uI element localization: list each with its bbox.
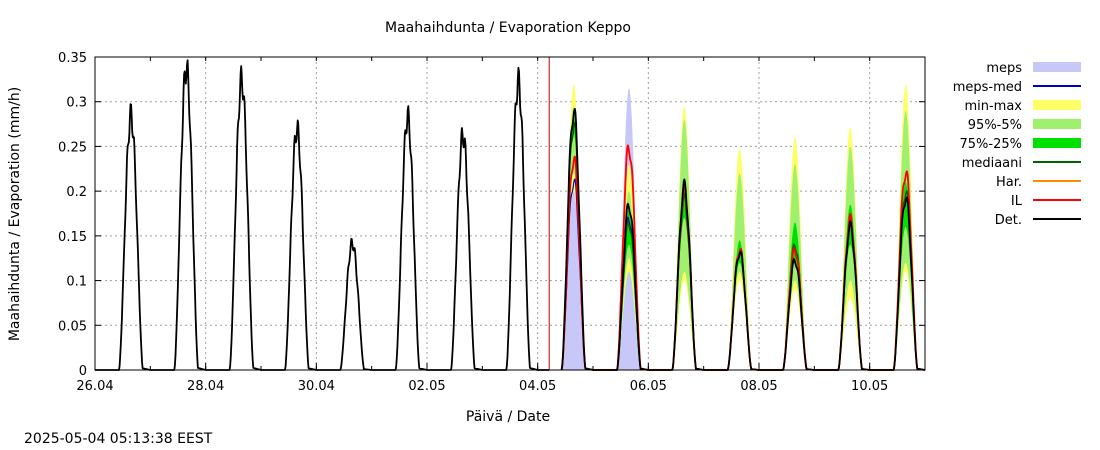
legend-swatch-p95-5 (1033, 119, 1081, 129)
x-tick-label: 26.04 (76, 379, 113, 394)
legend-swatch-minmax (1033, 100, 1081, 110)
x-tick-label: 04.05 (519, 379, 556, 394)
chart-title: Maahaihdunta / Evaporation Keppo (385, 20, 631, 36)
legend-swatch-meps (1033, 62, 1081, 72)
legend-label-minmax: min-max (964, 99, 1022, 114)
p95-5-band (672, 119, 696, 370)
x-tick-label: 30.04 (298, 379, 335, 394)
det-forecast-line (560, 108, 926, 371)
y-tick-label: 0 (79, 364, 87, 379)
legend-label-har: Har. (996, 175, 1022, 190)
x-tick-label: 08.05 (740, 379, 777, 394)
x-tick-label: 06.05 (630, 379, 667, 394)
p95-5-band (838, 146, 862, 370)
legend-swatch-p75-25 (1033, 138, 1081, 148)
legend-label-meps-med: meps-med (953, 80, 1022, 95)
x-tick-label: 02.05 (408, 379, 445, 394)
observed-line (95, 59, 550, 371)
legend-label-median: mediaani (962, 156, 1022, 171)
legend-label-det: Det. (995, 213, 1022, 228)
y-tick-label: 0.35 (58, 51, 87, 66)
plot-frame (94, 56, 926, 371)
legend: meps meps-med min-max 95%-5% 75%-25% mediaani… (953, 61, 1081, 228)
meps-band (561, 177, 586, 370)
y-tick-label: 0.2 (66, 185, 87, 200)
p75-25-band (617, 209, 641, 370)
plot-area (95, 57, 926, 371)
y-tick-label: 0.25 (58, 140, 87, 155)
p95-5-band (727, 173, 752, 370)
axes: 0 0.05 0.1 0.15 0.2 0.25 0.3 0.35 26.04 28.04 30.0… (58, 51, 926, 394)
y-tick-label: 0.1 (66, 275, 87, 290)
legend-label-p95-5: 95%-5% (968, 118, 1022, 133)
legend-label-il: IL (1011, 194, 1023, 209)
p95-5-band (893, 110, 918, 370)
x-axis-label: Päivä / Date (466, 409, 550, 425)
legend-label-p75-25: 75%-25% (960, 137, 1022, 152)
p75-25-band (893, 182, 918, 370)
y-tick-label: 0.05 (58, 319, 87, 334)
p75-25-band (838, 204, 862, 370)
y-tick-label: 0.3 (66, 96, 87, 111)
x-tick-label: 28.04 (187, 379, 224, 394)
generated-timestamp: 2025-05-04 05:13:38 EEST (24, 431, 213, 447)
x-tick-label: 10.05 (851, 379, 888, 394)
legend-label-meps: meps (986, 61, 1022, 76)
minmax-band (617, 164, 641, 370)
y-axis-label: Maahaihdunta / Evaporation (mm/h) (7, 87, 23, 341)
grid-lines (95, 57, 925, 370)
y-tick-label: 0.15 (58, 230, 87, 245)
